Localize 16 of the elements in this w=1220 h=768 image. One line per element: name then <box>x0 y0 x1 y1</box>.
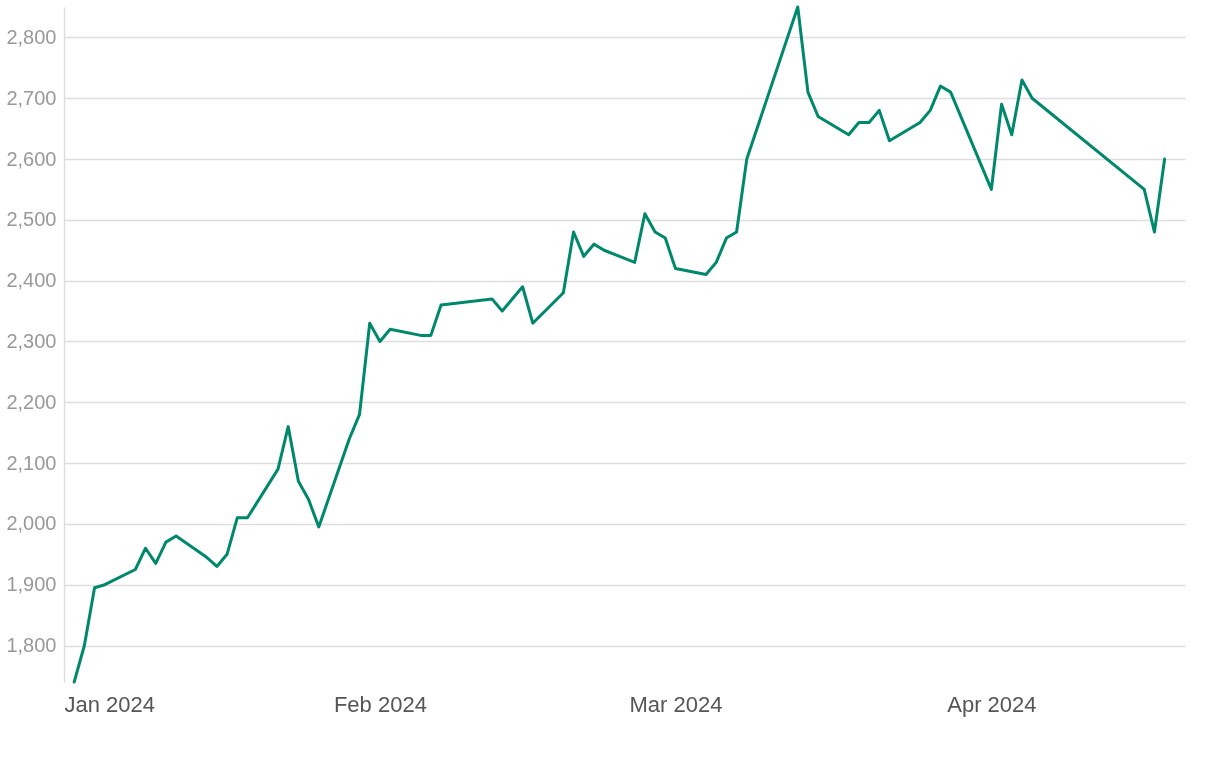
y-tick-label: 2,500 <box>6 208 57 231</box>
y-tick-label: 2,700 <box>6 86 57 109</box>
x-tick-label: Mar 2024 <box>629 691 723 717</box>
y-tick-label: 2,600 <box>6 147 57 170</box>
y-tick-label: 2,400 <box>6 269 57 292</box>
y-tick-label: 2,200 <box>6 390 57 413</box>
y-tick-label: 2,000 <box>6 512 57 535</box>
line-series <box>72 5 1167 684</box>
y-tick-label: 1,900 <box>6 573 57 596</box>
x-tick-label: Apr 2024 <box>947 691 1037 717</box>
y-tick-label: 2,800 <box>6 25 57 48</box>
x-tick-label: Feb 2024 <box>333 691 427 717</box>
x-tick-label: Jan 2024 <box>64 691 156 717</box>
y-tick-label: 2,100 <box>6 451 57 474</box>
y-tick-label: 2,300 <box>6 329 57 352</box>
y-tick-label: 1,800 <box>6 634 57 657</box>
